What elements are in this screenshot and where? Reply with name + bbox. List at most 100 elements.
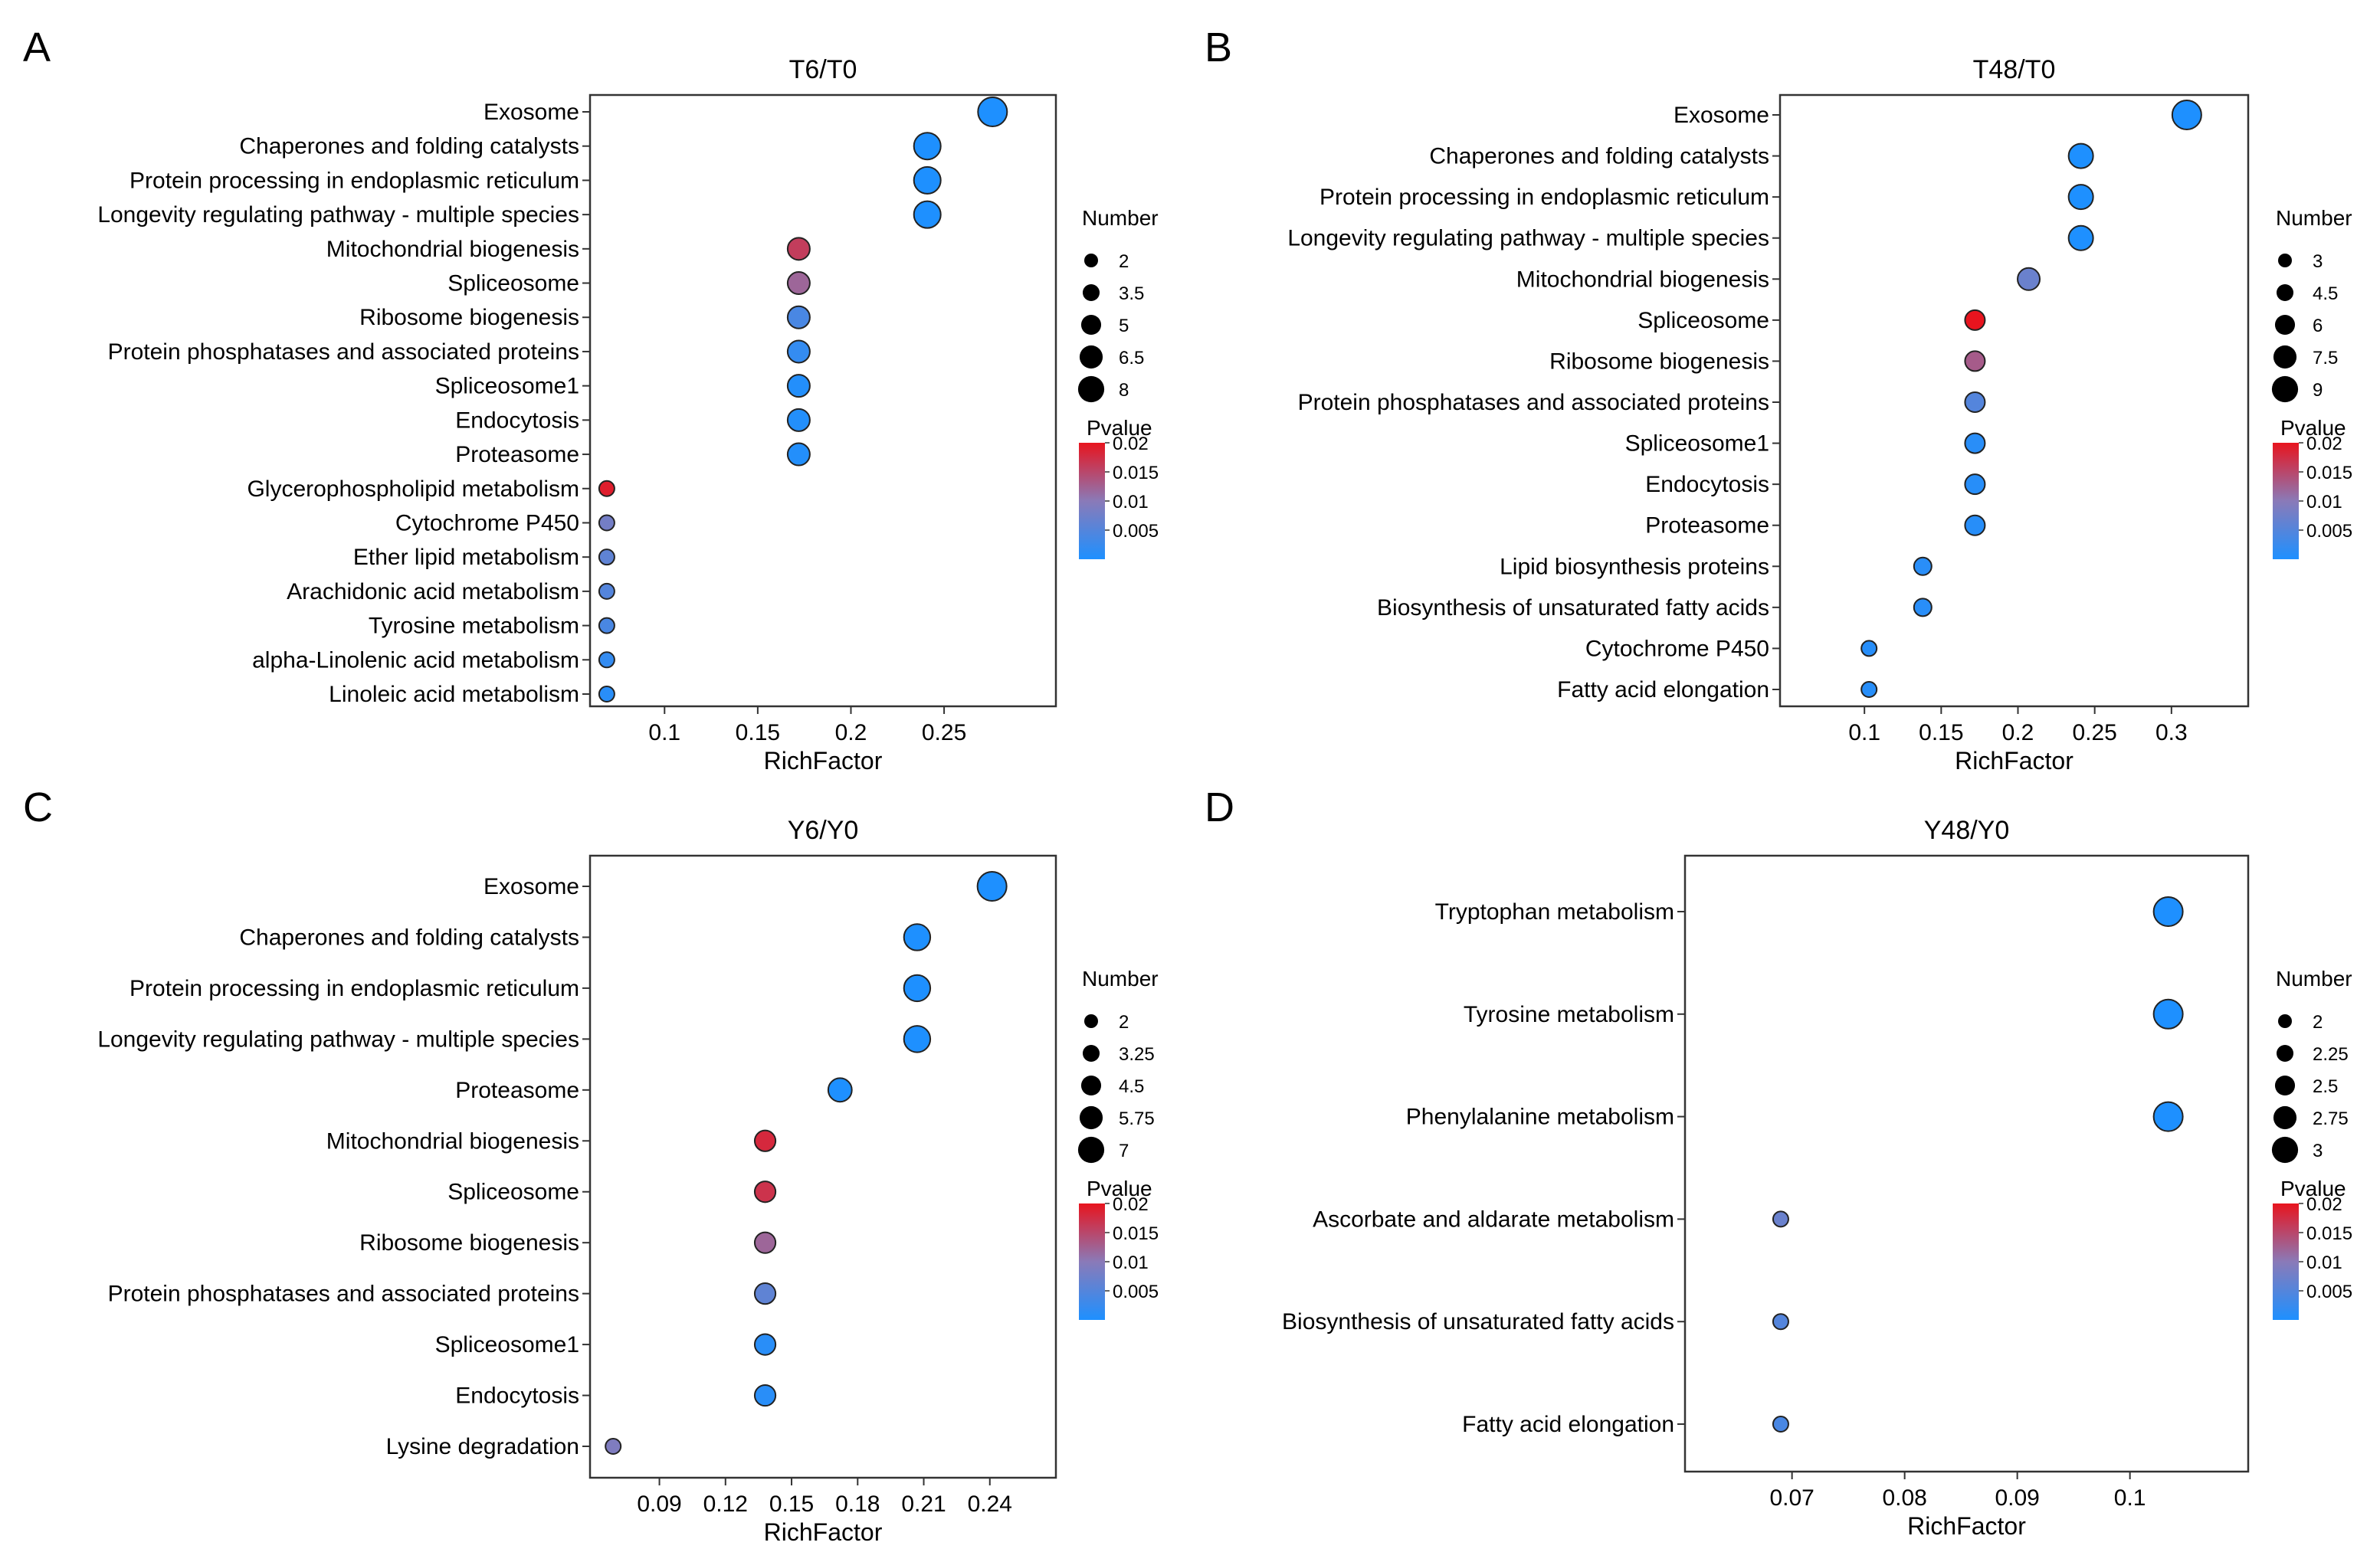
- plot-frame: [1683, 854, 2250, 1473]
- legend-number-title: Number: [1082, 967, 1159, 991]
- y-tick-label: Protein processing in endoplasmic reticu…: [129, 168, 579, 193]
- chart-title: T6/T0: [789, 55, 857, 84]
- legend-size-dot: [1079, 1105, 1103, 1130]
- data-point: [598, 686, 615, 702]
- legend-size-label: 4.5: [1119, 1076, 1144, 1097]
- data-point: [753, 1231, 777, 1254]
- y-tick-label: Endocytosis: [1645, 472, 1769, 497]
- data-point: [1964, 514, 1986, 536]
- x-tick-label: 0.18: [835, 1492, 880, 1517]
- chart-title: Y48/Y0: [1924, 816, 2010, 845]
- data-point: [913, 165, 942, 195]
- data-point: [2171, 100, 2202, 130]
- y-tick-label: Proteasome: [1645, 513, 1769, 539]
- panel-letter: D: [1205, 784, 1234, 830]
- legend-color-label: 0.02: [1113, 1194, 1149, 1215]
- x-tick-label: 0.25: [2072, 720, 2116, 745]
- y-tick-label: Mitochondrial biogenesis: [326, 237, 579, 262]
- x-tick-label: 0.1: [2114, 1485, 2146, 1511]
- legend-size-label: 2: [1119, 1012, 1129, 1033]
- plot-frame: [588, 93, 1057, 708]
- legend-color-label: 0.005: [2306, 521, 2352, 542]
- data-point: [913, 132, 942, 161]
- panel-letter: B: [1205, 25, 1232, 70]
- data-point: [786, 442, 811, 467]
- data-point: [1913, 598, 1933, 617]
- x-tick-label: 0.21: [901, 1492, 946, 1517]
- y-tick-label: alpha-Linolenic acid metabolism: [252, 647, 579, 673]
- x-tick-label: 0.09: [637, 1492, 681, 1517]
- data-point: [786, 271, 811, 296]
- data-point: [786, 305, 811, 329]
- y-tick-label: Spliceosome: [447, 271, 579, 296]
- data-point: [598, 480, 615, 497]
- data-point: [2067, 184, 2094, 211]
- data-point: [2067, 224, 2094, 251]
- y-tick-label: Ascorbate and aldarate metabolism: [1313, 1207, 1674, 1232]
- y-tick-label: Biosynthesis of unsaturated fatty acids: [1282, 1309, 1674, 1334]
- legend-color-bar: [2273, 1203, 2299, 1320]
- panel-letter: A: [23, 25, 51, 70]
- data-point: [598, 514, 615, 532]
- data-point: [1964, 391, 1986, 413]
- legend-size-dot: [2271, 375, 2299, 403]
- y-tick-label: Glycerophospholipid metabolism: [247, 476, 579, 502]
- legend-color-label: 0.02: [2306, 434, 2342, 454]
- y-tick-label: Endocytosis: [455, 408, 579, 433]
- chart-title: T48/T0: [1973, 55, 2056, 84]
- data-point: [903, 974, 932, 1003]
- legend-size-dot: [2276, 1044, 2294, 1063]
- legend-color-label: 0.02: [2306, 1194, 2342, 1215]
- data-point: [1964, 350, 1986, 372]
- y-tick-label: Exosome: [1674, 103, 1769, 128]
- data-point: [753, 1384, 777, 1407]
- data-point: [1964, 432, 1986, 454]
- legend-size-dot: [1084, 254, 1098, 267]
- data-point: [786, 339, 811, 364]
- y-tick-label: Chaperones and folding catalysts: [1429, 144, 1769, 169]
- y-tick-label: Spliceosome: [447, 1180, 579, 1205]
- x-tick-label: 0.2: [835, 720, 867, 745]
- data-point: [913, 200, 942, 229]
- legend-color-label: 0.01: [2306, 1253, 2342, 1273]
- y-tick-label: Mitochondrial biogenesis: [326, 1128, 579, 1154]
- data-point: [786, 408, 811, 432]
- data-point: [977, 97, 1008, 127]
- legend-size-label: 2: [1119, 251, 1129, 272]
- data-point: [976, 871, 1008, 902]
- y-tick-label: Protein phosphatases and associated prot…: [108, 1282, 579, 1307]
- legend-size-label: 8: [1119, 380, 1129, 401]
- y-tick-label: Chaperones and folding catalysts: [239, 134, 579, 159]
- legend-size-label: 3: [2313, 1141, 2323, 1161]
- legend-color-label: 0.005: [1113, 521, 1159, 542]
- data-point: [2152, 1101, 2184, 1132]
- x-axis-label: RichFactor: [764, 1518, 883, 1546]
- y-tick-label: Longevity regulating pathway - multiple …: [1287, 226, 1769, 251]
- data-point: [1772, 1416, 1789, 1433]
- data-point: [2152, 896, 2184, 927]
- legend-color-label: 0.005: [2306, 1282, 2352, 1302]
- x-tick-label: 0.12: [703, 1492, 748, 1517]
- y-tick-label: Fatty acid elongation: [1462, 1412, 1674, 1437]
- y-tick-label: Lipid biosynthesis proteins: [1500, 554, 1769, 579]
- y-tick-label: Protein processing in endoplasmic reticu…: [1319, 185, 1769, 210]
- legend-size-label: 7.5: [2313, 348, 2338, 368]
- data-point: [1964, 473, 1986, 496]
- legend-size-label: 6.5: [1119, 348, 1144, 368]
- y-tick-label: Fatty acid elongation: [1557, 677, 1769, 702]
- y-tick-label: Proteasome: [455, 1078, 579, 1103]
- data-point: [2017, 267, 2041, 291]
- legend-color-label: 0.015: [2306, 463, 2352, 483]
- y-tick-label: Chaperones and folding catalysts: [239, 925, 579, 950]
- legend-color-label: 0.01: [1113, 1253, 1149, 1273]
- data-point: [1772, 1313, 1789, 1331]
- legend-pvalue-title: Pvalue: [1087, 1177, 1152, 1200]
- x-tick-label: 0.08: [1882, 1485, 1926, 1511]
- legend-number-title: Number: [2276, 967, 2352, 991]
- y-tick-label: Linoleic acid metabolism: [329, 682, 579, 707]
- plot-frame: [1778, 93, 2250, 708]
- x-tick-label: 0.15: [736, 720, 780, 745]
- legend-size-label: 6: [2313, 316, 2323, 336]
- panel-letter: C: [23, 784, 53, 830]
- legend-size-label: 7: [1119, 1141, 1129, 1161]
